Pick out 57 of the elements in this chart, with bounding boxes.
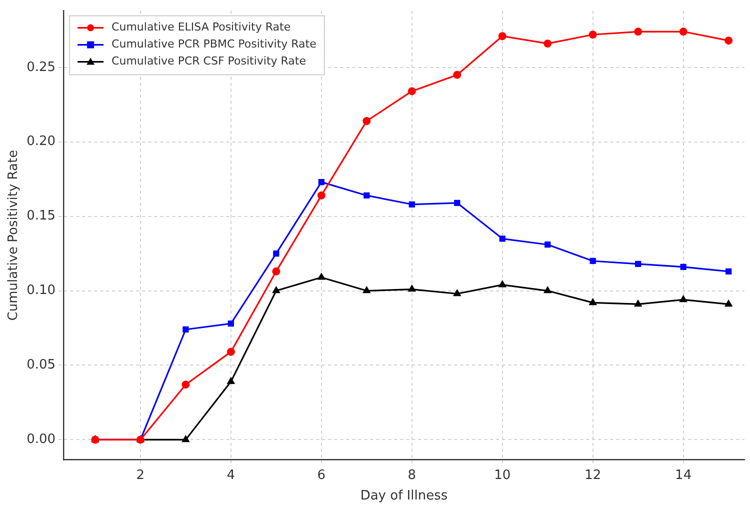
point [680,264,686,270]
legend-label: Cumulative ELISA Positivity Rate [112,20,291,34]
point [544,40,552,48]
point [273,250,280,257]
point [318,179,324,186]
y-tick-label: 0.15 [26,208,56,224]
x-tick-label: 14 [675,468,692,483]
point [634,300,642,307]
point [589,298,596,306]
point [362,117,371,126]
point [724,36,733,45]
point [635,260,642,268]
point [182,380,190,389]
point [227,378,235,384]
point [498,32,506,40]
point [363,286,370,294]
y-tick-label: 0.00 [26,432,56,448]
point [182,326,189,333]
y-tick-label: 0.25 [26,60,56,75]
x-tick-label: 10 [494,468,511,483]
point [272,286,280,294]
point [317,191,326,200]
y-tick-label: 0.10 [26,283,56,298]
x-tick-label: 12 [584,468,602,483]
point [228,320,234,327]
point [590,258,596,264]
x-tick-label: 8 [408,468,416,483]
point [544,242,551,248]
point [408,201,415,208]
x-axis-title: Day of Illness [360,488,448,504]
point [454,290,461,296]
legend-label: Cumulative PCR CSF Positivity Rate [112,54,306,68]
point [498,280,506,288]
point [272,267,280,276]
y-axis-title: Cumulative Positivity Rate [6,150,22,321]
y-tick-label: 0.20 [26,134,56,150]
point [634,28,642,36]
point [680,296,687,302]
point [453,70,462,79]
point [408,87,416,96]
point [408,285,416,292]
point [454,200,460,206]
point [726,268,732,274]
point [679,28,688,36]
x-tick-label: 4 [226,468,236,483]
x-tick-label: 2 [136,468,145,483]
point [364,192,370,199]
point [588,30,597,39]
point [318,273,325,280]
point [182,436,190,442]
point [544,286,552,294]
legend-label: Cumulative PCR PBMC Positivity Rate [112,38,317,51]
x-tick-label: 6 [317,468,326,483]
y-tick-label: 0.05 [26,358,56,373]
point [226,348,235,356]
point [499,236,506,242]
point [724,300,732,307]
